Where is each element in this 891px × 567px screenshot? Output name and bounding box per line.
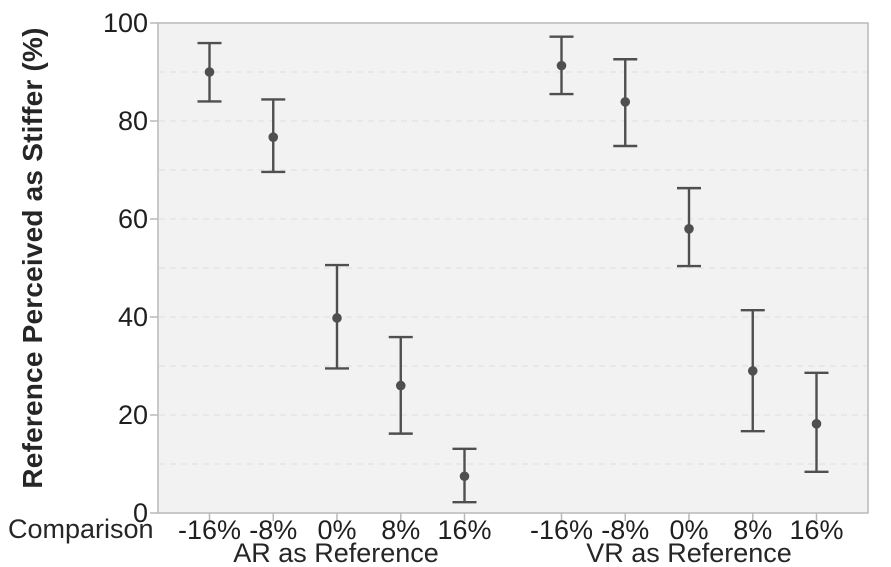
x-tick-label: 0% (317, 515, 357, 545)
data-point (459, 471, 470, 482)
y-tick-label: 20 (117, 400, 148, 430)
data-point (268, 132, 279, 142)
y-tick-label: 80 (117, 106, 148, 136)
x-tick-label: -8% (601, 515, 650, 545)
x-tick-label: -8% (249, 515, 298, 545)
data-point (395, 380, 406, 391)
x-tick-label: -16% (177, 515, 242, 545)
data-point (204, 67, 215, 77)
x-tick-label: 8% (733, 515, 773, 545)
y-tick-label: 60 (117, 204, 148, 234)
x-tick-label: 16% (789, 515, 844, 545)
plot-frame (157, 22, 869, 514)
data-point (747, 366, 758, 376)
data-point (684, 224, 694, 234)
data-point (811, 419, 822, 429)
data-point (332, 313, 342, 323)
x-tick-label: 0% (669, 515, 709, 545)
x-axis-comparison-label: Comparison (8, 514, 154, 544)
data-point (620, 97, 631, 107)
y-tick-label: 100 (102, 8, 148, 38)
y-tick-label: 0 (132, 498, 148, 528)
x-tick-label: 16% (437, 515, 492, 545)
group-label-vr: VR as Reference (586, 538, 792, 567)
group-label-ar: AR as Reference (233, 538, 439, 567)
y-tick-label: 40 (117, 302, 148, 332)
data-point (556, 60, 567, 71)
x-tick-label: -16% (529, 515, 594, 545)
x-tick-label: 8% (381, 515, 421, 545)
